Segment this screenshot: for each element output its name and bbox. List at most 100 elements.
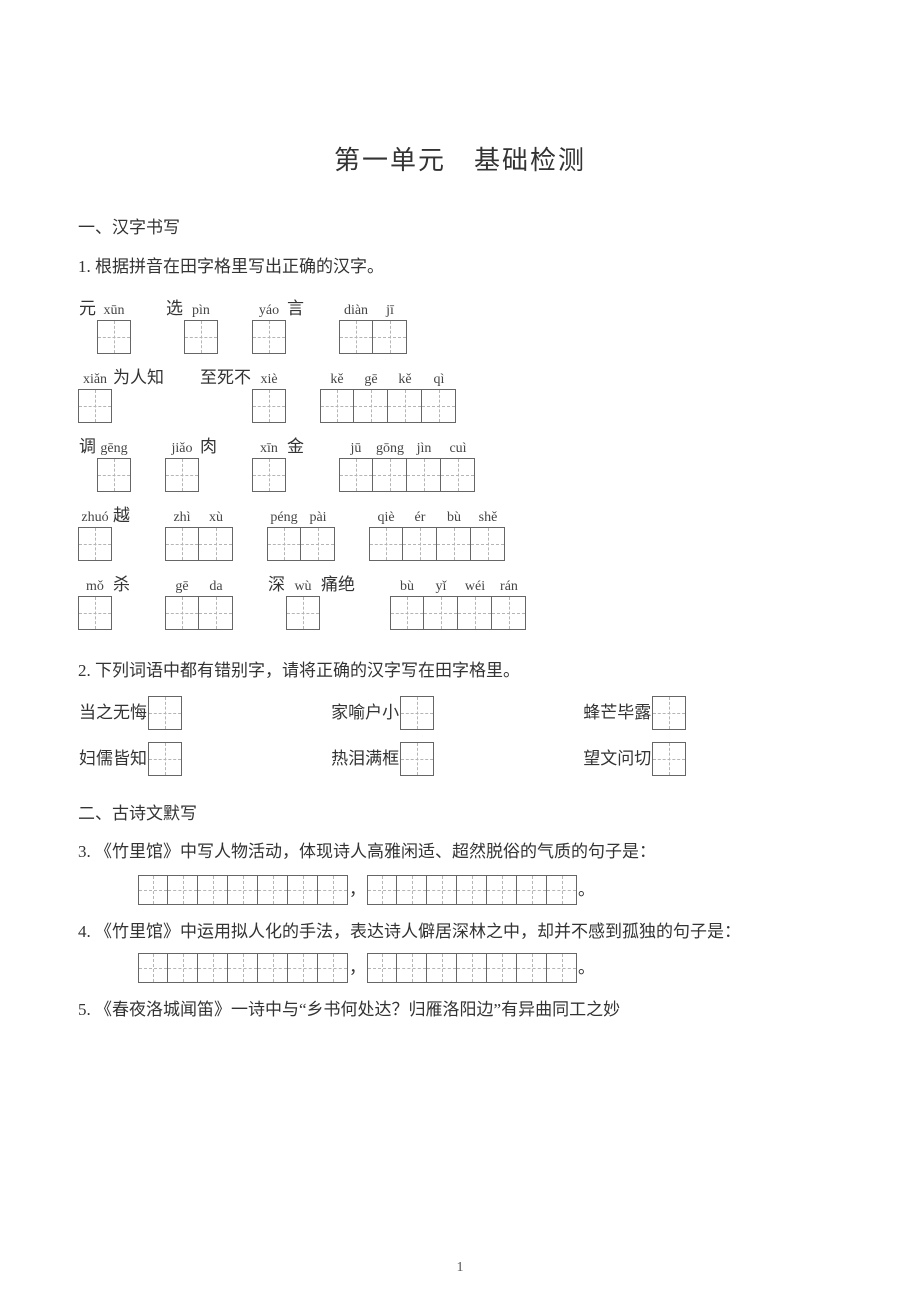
tian-cell: [487, 875, 517, 905]
tian-cell: [148, 696, 182, 730]
pinyin-label: zhuó: [78, 510, 112, 526]
pinyin-label: xūn: [97, 303, 131, 319]
tian-cell: [228, 953, 258, 983]
period: 。: [577, 950, 596, 986]
tian-cell: [148, 742, 182, 776]
tian-cell: [252, 389, 286, 423]
tian-cell: [199, 527, 233, 561]
tian-cell: [339, 458, 373, 492]
tian-cells: [390, 596, 526, 630]
tian-cell: [441, 458, 475, 492]
q1-row: mǒ杀gēda深wù痛绝bùyǐwéirán: [78, 567, 842, 630]
pinyin-label: jìn: [407, 441, 441, 457]
tian-cells: [148, 696, 182, 730]
pinyin-run: gēda: [165, 579, 233, 630]
q1-row: xiǎn为人知至死不xièkěgēkěqì: [78, 360, 842, 423]
tian-cell: [407, 458, 441, 492]
pinyin-run: xiǎn: [78, 372, 112, 423]
pinyin-label: gēng: [97, 441, 131, 457]
pinyin-cluster: péngpài: [267, 510, 335, 561]
pinyin-run: zhìxù: [165, 510, 233, 561]
period: 。: [577, 872, 596, 908]
q2-word: 蜂芒毕露: [582, 695, 652, 731]
pinyin-cluster: mǒ杀: [78, 567, 131, 630]
tian-cells: [339, 458, 475, 492]
tian-cells: [252, 458, 286, 492]
pinyin-cluster: yáo言: [252, 291, 305, 354]
tian-cells: [400, 742, 434, 776]
fixed-han: 调: [78, 429, 97, 465]
tian-cells: [369, 527, 505, 561]
tian-cell: [367, 875, 397, 905]
tian-cell: [318, 875, 348, 905]
q2-row: 当之无悔 家喻户小 蜂芒毕露: [78, 695, 842, 731]
pinyin-label: wéi: [458, 579, 492, 595]
pinyin-label: bù: [437, 510, 471, 526]
tian-cells: [184, 320, 218, 354]
pinyin-label: bù: [390, 579, 424, 595]
pinyin-label: xù: [199, 510, 233, 526]
tian-cell: [165, 458, 199, 492]
tian-cells: [339, 320, 407, 354]
fixed-han: 深: [267, 567, 286, 603]
tian-cells: [320, 389, 456, 423]
pinyin-run: gēng: [97, 441, 131, 492]
pinyin-label: rán: [492, 579, 526, 595]
tian-cell: [258, 953, 288, 983]
tian-cell: [339, 320, 373, 354]
pinyin-run: zhuó: [78, 510, 112, 561]
q2-word: 望文问切: [582, 741, 652, 777]
pinyin-run: xīn: [252, 441, 286, 492]
tian-cell: [168, 953, 198, 983]
pinyin-run: mǒ: [78, 579, 112, 630]
pinyin-run: xūn: [97, 303, 131, 354]
pinyin-label: xiè: [252, 372, 286, 388]
q2-word: 当之无悔: [78, 695, 148, 731]
pinyin-cluster: xīn金: [252, 429, 305, 492]
tian-cell: [547, 875, 577, 905]
tian-cell: [487, 953, 517, 983]
pinyin-label: da: [199, 579, 233, 595]
tian-cell: [78, 527, 112, 561]
pinyin-run: jiǎo: [165, 441, 199, 492]
pinyin-run: yáo: [252, 303, 286, 354]
pinyin-label: diàn: [339, 303, 373, 319]
fill-cells: [367, 953, 577, 983]
fill-cells: [138, 953, 348, 983]
tian-cell: [198, 875, 228, 905]
tian-cell: [288, 875, 318, 905]
tian-cell: [198, 953, 228, 983]
comma: ，: [348, 950, 367, 986]
tian-cell: [320, 389, 354, 423]
tian-cell: [318, 953, 348, 983]
tian-cell: [652, 696, 686, 730]
q2-grid: 当之无悔家喻户小蜂芒毕露妇儒皆知热泪满框望文问切: [78, 695, 842, 777]
tian-cell: [517, 875, 547, 905]
q2-word: 家喻户小: [330, 695, 400, 731]
fixed-han: 选: [165, 291, 184, 327]
fixed-han: 痛绝: [320, 567, 356, 603]
pinyin-cluster: zhuó越: [78, 498, 131, 561]
tian-cells: [652, 696, 686, 730]
tian-cell: [367, 953, 397, 983]
tian-cells: [97, 458, 131, 492]
pinyin-cluster: jūgōngjìncuì: [339, 441, 475, 492]
tian-cells: [148, 742, 182, 776]
tian-cell: [286, 596, 320, 630]
tian-cell: [267, 527, 301, 561]
pinyin-label: wù: [286, 579, 320, 595]
q5-text: 《春夜洛城闻笛》一诗中与“乡书何处达？归雁洛阳边”有异曲同工之妙: [95, 1000, 620, 1019]
tian-cell: [354, 389, 388, 423]
question-2: 2. 下列词语中都有错别字，请将正确的汉字写在田字格里。: [78, 656, 842, 681]
question-3: 3. 《竹里馆》中写人物活动，体现诗人高雅闲适、超然脱俗的气质的句子是：: [78, 838, 842, 866]
q1-grid: 元xūn选pìnyáo言diànjīxiǎn为人知至死不xièkěgēkěqì调…: [78, 291, 842, 630]
tian-cell: [165, 596, 199, 630]
pinyin-cluster: qièérbùshě: [369, 510, 505, 561]
pinyin-cluster: gēda: [165, 579, 233, 630]
tian-cells: [97, 320, 131, 354]
pinyin-label: gōng: [373, 441, 407, 457]
pinyin-run: xiè: [252, 372, 286, 423]
tian-cell: [437, 527, 471, 561]
tian-cell: [517, 953, 547, 983]
tian-cells: [78, 596, 112, 630]
